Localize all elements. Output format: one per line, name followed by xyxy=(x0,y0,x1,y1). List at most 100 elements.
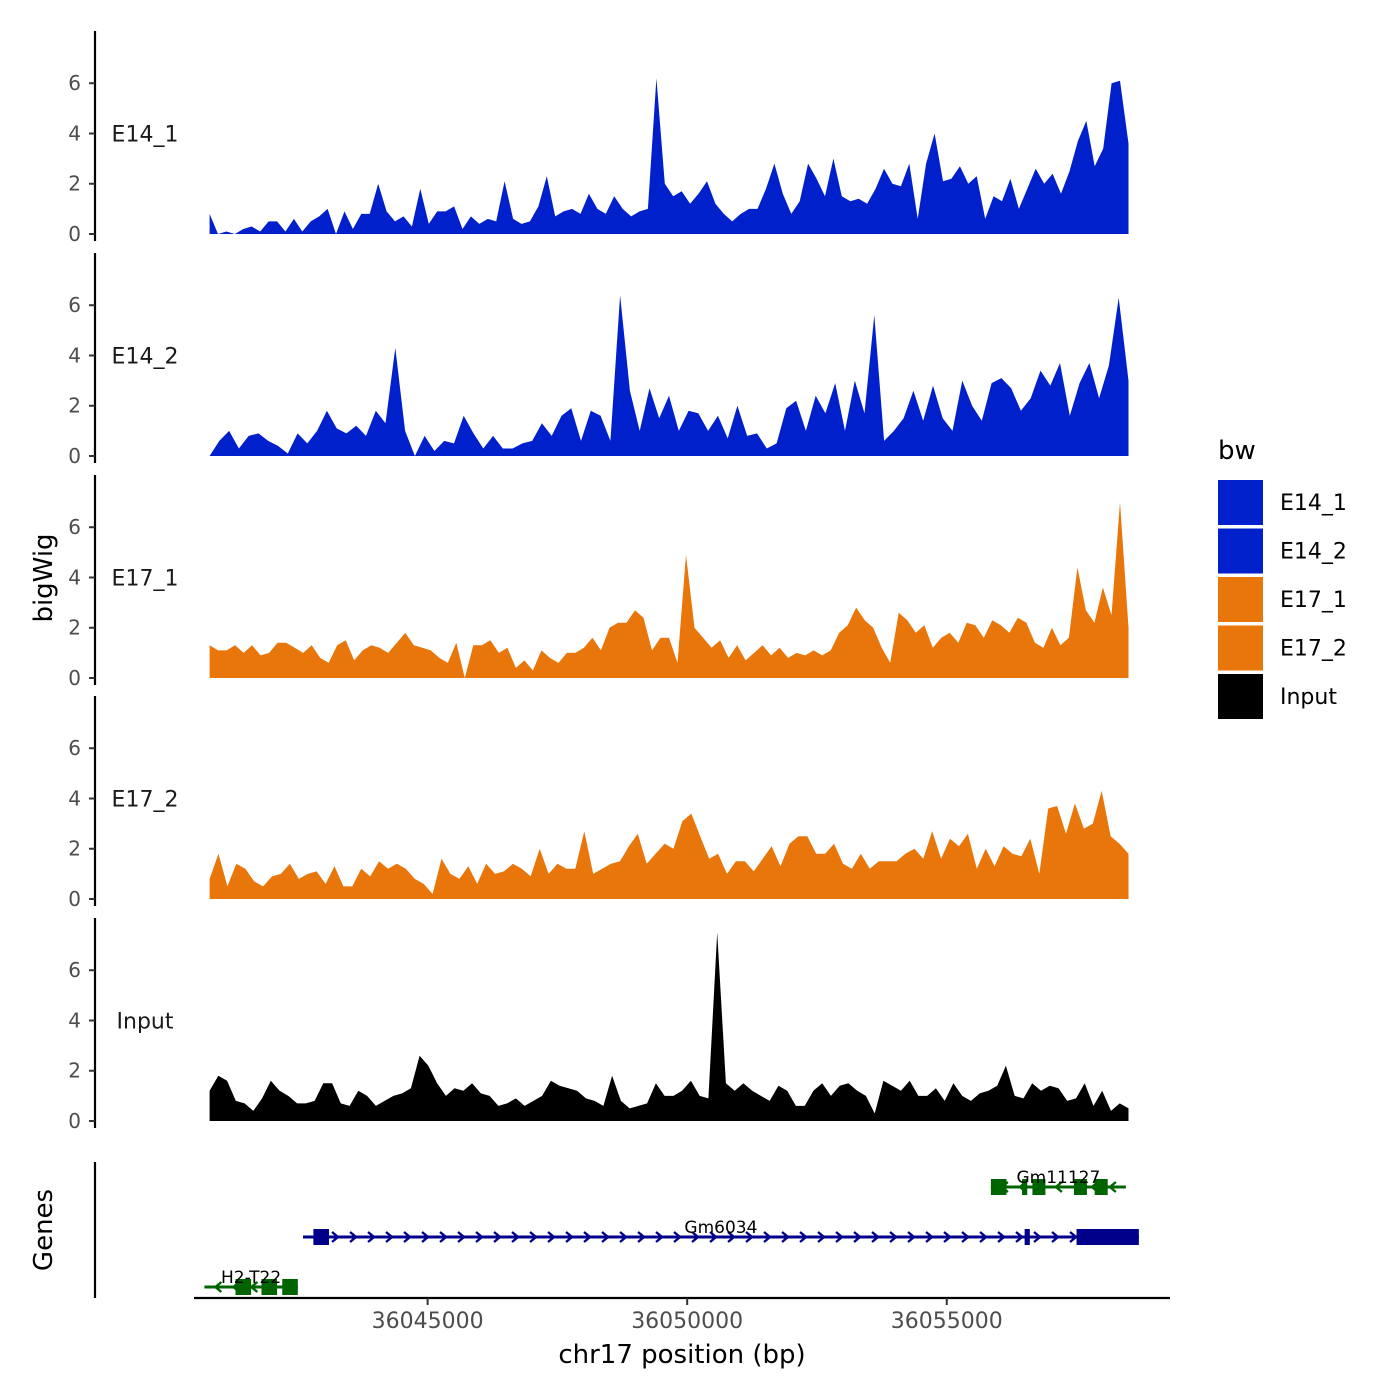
strand-arrow xyxy=(249,1281,259,1293)
legend-swatch xyxy=(1218,528,1263,574)
track-panel-E14_2: 0 2 4 6 E14_2 xyxy=(68,253,1129,468)
track-label: E14_2 xyxy=(112,344,179,369)
y-tick-label: 0 xyxy=(68,666,81,690)
strand-arrow xyxy=(781,1231,790,1243)
strand-arrow xyxy=(367,1231,376,1243)
exon-block xyxy=(990,1179,1007,1195)
strand-arrow xyxy=(619,1231,628,1243)
y-tick-label: 6 xyxy=(68,736,81,760)
legend-entry-E17_1: E17_1 xyxy=(1218,577,1347,622)
track-panel-E17_2: 0 2 4 6 E17_2 xyxy=(68,696,1129,911)
strand-arrow xyxy=(439,1231,448,1243)
strand-arrow xyxy=(799,1231,808,1243)
strand-arrow xyxy=(997,1231,1006,1243)
gene-label: Gm11127 xyxy=(1016,1168,1100,1188)
legend-entry-E14_1: E14_1 xyxy=(1218,480,1347,525)
y-tick-label: 2 xyxy=(68,1059,81,1083)
y-tick-label: 4 xyxy=(68,1008,81,1032)
signal-area-Input xyxy=(209,932,1129,1121)
strand-arrow xyxy=(1069,1231,1078,1243)
strand-arrow xyxy=(907,1231,916,1243)
exon-block xyxy=(1024,1229,1030,1245)
track-label: E14_1 xyxy=(112,122,179,147)
y-tick-label: 0 xyxy=(68,444,81,468)
signal-area-E14_2 xyxy=(209,295,1129,456)
strand-arrow xyxy=(583,1231,592,1243)
track-panel-E17_1: 0 2 4 6 E17_1 xyxy=(68,475,1129,690)
legend-swatch xyxy=(1218,625,1263,671)
strand-arrow xyxy=(547,1231,556,1243)
track-label: E17_2 xyxy=(112,787,179,812)
legend-entry-Input: Input xyxy=(1218,674,1337,719)
y-tick-label: 6 xyxy=(68,515,81,539)
strand-arrow xyxy=(691,1231,700,1243)
strand-arrow xyxy=(889,1231,898,1243)
strand-arrow xyxy=(385,1231,394,1243)
strand-arrow xyxy=(853,1231,862,1243)
strand-arrow xyxy=(763,1231,772,1243)
track-panel-Input: 0 2 4 6 Input xyxy=(68,918,1129,1133)
legend-swatch xyxy=(1218,674,1263,719)
gene-label: Gm6034 xyxy=(684,1218,757,1238)
strand-arrow xyxy=(637,1231,646,1243)
y-tick-label: 6 xyxy=(68,958,81,982)
legend-label: Input xyxy=(1280,685,1337,710)
strand-arrow xyxy=(421,1231,430,1243)
strand-arrow xyxy=(727,1231,736,1243)
exon-block xyxy=(1076,1229,1139,1245)
track-label: Input xyxy=(117,1009,174,1034)
strand-arrow xyxy=(745,1231,754,1243)
exon-block xyxy=(1073,1179,1087,1195)
y-tick-label: 2 xyxy=(68,394,81,418)
strand-arrow xyxy=(655,1231,664,1243)
exon-block xyxy=(1022,1179,1028,1195)
genes-axis-title: Genes xyxy=(29,1189,59,1271)
strand-arrow xyxy=(403,1231,412,1243)
strand-arrow xyxy=(673,1231,682,1243)
strand-arrow xyxy=(817,1231,826,1243)
gene-Gm6034: Gm6034 xyxy=(303,1218,1139,1245)
legend-label: E17_1 xyxy=(1280,588,1347,613)
y-tick-label: 4 xyxy=(68,786,81,810)
strand-arrow xyxy=(1108,1181,1117,1193)
y-tick-label: 6 xyxy=(68,293,81,317)
strand-arrow xyxy=(213,1281,223,1293)
exon-block xyxy=(235,1279,252,1295)
strand-arrow xyxy=(1054,1181,1063,1193)
exon-block xyxy=(1032,1179,1046,1195)
y-tick-label: 0 xyxy=(68,887,81,911)
strand-arrow xyxy=(457,1231,466,1243)
strand-arrow xyxy=(1015,1231,1024,1243)
strand-arrow xyxy=(835,1231,844,1243)
y-tick-label: 4 xyxy=(68,343,81,367)
exon-block xyxy=(261,1279,278,1295)
exon-block xyxy=(313,1229,329,1245)
strand-arrow xyxy=(871,1231,880,1243)
strand-arrow xyxy=(979,1231,988,1243)
x-axis-title: chr17 position (bp) xyxy=(558,1340,805,1370)
strand-arrow xyxy=(709,1231,718,1243)
gene-Gm11127: Gm11127 xyxy=(990,1168,1126,1195)
legend: bw E14_1 E14_2 E17_1 E17_2 Input xyxy=(1218,436,1347,719)
x-axis-ticks: 36045000 36050000 36055000 xyxy=(372,1298,1003,1334)
strand-arrow xyxy=(1033,1231,1042,1243)
y-tick-label: 0 xyxy=(68,222,81,246)
track-label: E17_1 xyxy=(112,566,179,591)
x-tick-label: 36045000 xyxy=(372,1309,484,1334)
strand-arrow xyxy=(475,1231,484,1243)
y-tick-label: 6 xyxy=(68,71,81,95)
gene-annotation-panel: Gm11127 Gm6034 H2-T22 36045000 36050000 3605… xyxy=(93,1162,1170,1334)
y-tick-label: 2 xyxy=(68,616,81,640)
legend-swatch xyxy=(1218,577,1263,622)
bigwig-tracks: 0 2 4 6 E14_1 0 2 4 6 E14_2 0 2 4 6 E17_1 0 2 4 6 E17_2 0 2 4 6… xyxy=(68,31,1129,1133)
exon-block xyxy=(282,1279,298,1295)
signal-area-E14_1 xyxy=(209,78,1129,234)
gene-H2-T22: H2-T22 xyxy=(204,1268,298,1295)
strand-arrow xyxy=(493,1231,502,1243)
strand-arrow xyxy=(349,1231,358,1243)
strand-arrow xyxy=(529,1231,538,1243)
strand-arrow xyxy=(511,1231,520,1243)
strand-arrow xyxy=(925,1231,934,1243)
strand-arrow xyxy=(331,1231,340,1243)
legend-label: E14_2 xyxy=(1280,540,1347,565)
